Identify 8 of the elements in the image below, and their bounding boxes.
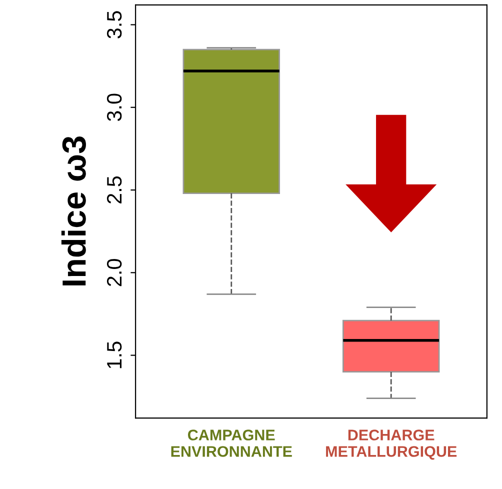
y-tick-label: 3.5 bbox=[106, 11, 122, 38]
x-tick-label: CAMPAGNE ENVIRONNANTE bbox=[171, 430, 292, 457]
y-tick-label: 1.5 bbox=[107, 342, 122, 368]
x-tick-label: DECHARGE METALLURGIQUE bbox=[326, 430, 457, 460]
y-tick-label: 3.0 bbox=[106, 94, 122, 122]
y-tick-label: 2.5 bbox=[106, 176, 122, 204]
y-axis-title: Indice ω3 bbox=[61, 136, 86, 286]
y-tick-label: 2.0 bbox=[106, 258, 122, 286]
